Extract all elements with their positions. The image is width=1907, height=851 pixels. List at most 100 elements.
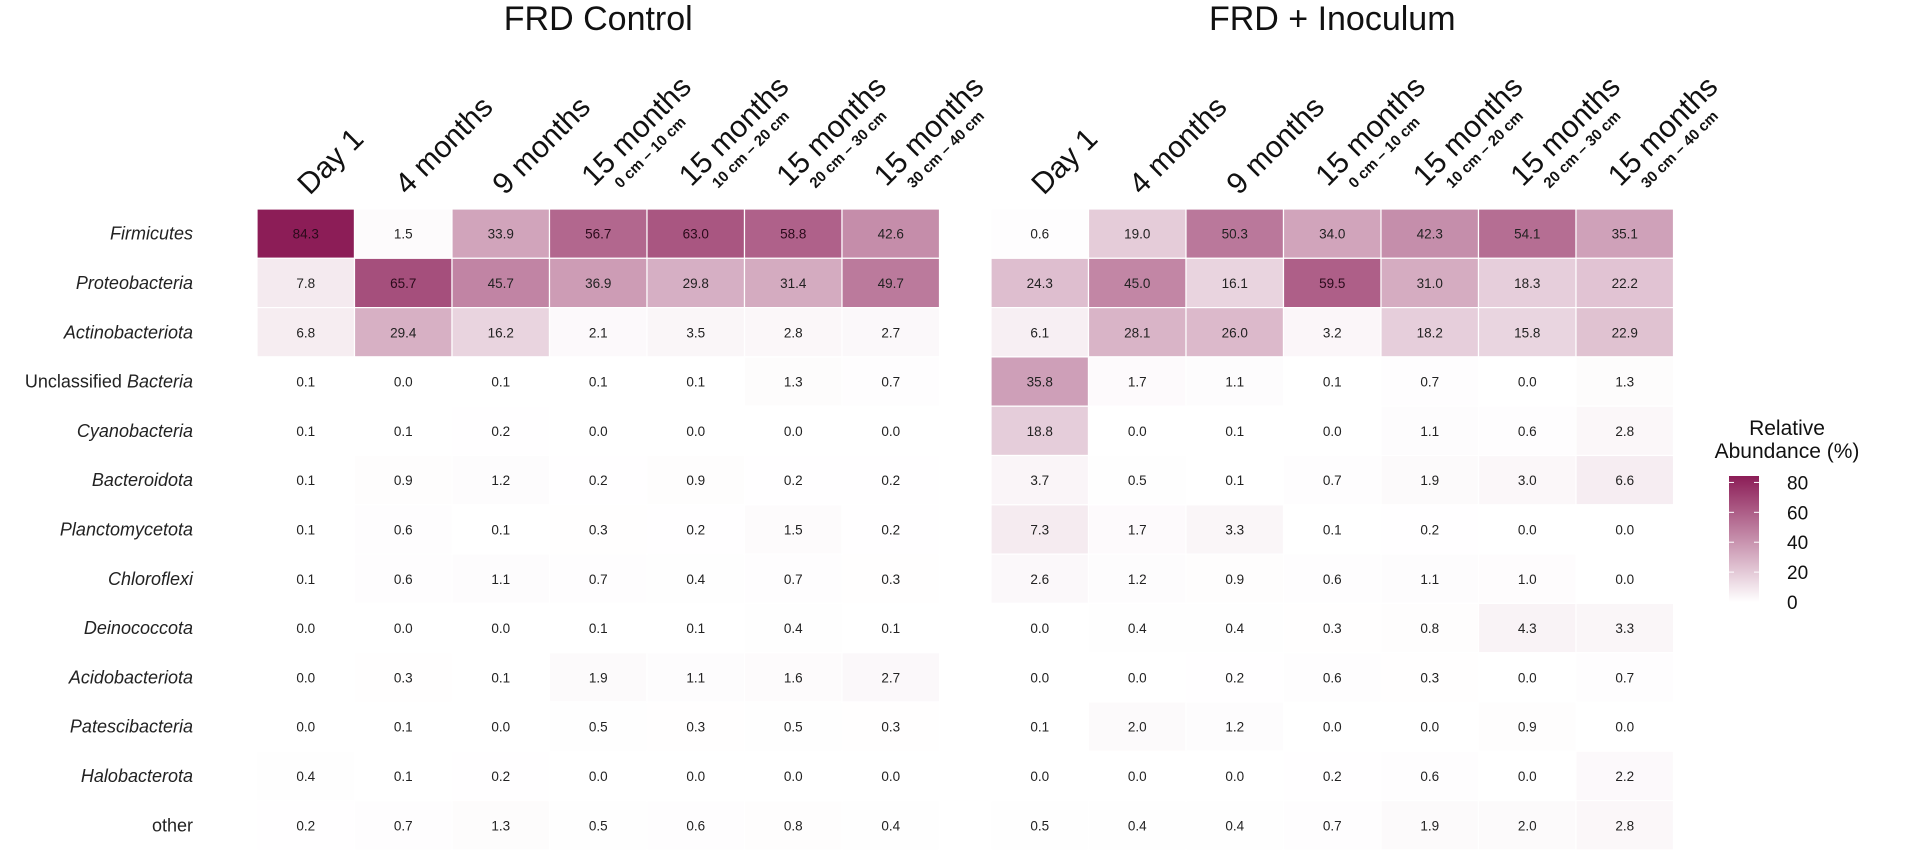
cell-value-label: 0.0 <box>1518 375 1537 390</box>
cell-value-label: 0.1 <box>394 424 413 439</box>
cell-value-label: 0.9 <box>394 473 413 488</box>
heatmap-cell <box>1282 602 1382 654</box>
heatmap-cell <box>548 257 648 309</box>
heatmap-cell <box>646 652 746 703</box>
column-label: 4 months <box>389 90 500 201</box>
row-label-actinobacteriota: Actinobacteriota <box>63 322 193 342</box>
heatmap-cell <box>1380 701 1480 752</box>
heatmap-cell <box>1575 652 1675 703</box>
cell-value-label: 0.2 <box>491 769 510 784</box>
cell-value-label: 0.0 <box>1615 720 1634 735</box>
cell-value-label: 54.1 <box>1514 227 1540 242</box>
cell-value-label: 0.0 <box>1323 720 1342 735</box>
cell-value-label: 0.1 <box>296 522 315 537</box>
heatmap-cell <box>1575 750 1675 802</box>
legend-tick-label: 80 <box>1787 473 1808 494</box>
column-label: 9 months <box>1220 90 1331 201</box>
heatmap-cell <box>1477 750 1577 802</box>
heatmap-cell <box>841 799 941 851</box>
heatmap-cell <box>1282 701 1382 752</box>
heatmap-cell <box>990 504 1090 555</box>
cell-value-label: 18.8 <box>1027 424 1053 439</box>
heatmap-cell <box>841 504 941 555</box>
heatmap-cell <box>451 257 551 309</box>
cell-value-label: 0.1 <box>1323 375 1342 390</box>
heatmap-cell <box>841 208 941 259</box>
cell-value-label: 16.1 <box>1222 276 1248 291</box>
row-label-unclassified-bacteria: Unclassified Bacteria <box>25 372 193 392</box>
color-legend: Relative Abundance (%) 80 60 40 20 0 <box>1715 417 1860 614</box>
cell-value-label: 0.7 <box>1420 375 1439 390</box>
cell-value-label: 0.1 <box>686 621 705 636</box>
cell-value-label: 0.2 <box>881 522 900 537</box>
row-labels: Firmicutes Proteobacteria Actinobacteriota… <box>25 224 194 836</box>
heatmap-cell <box>1282 504 1382 555</box>
cell-value-label: 18.2 <box>1417 325 1443 340</box>
heatmap-cell <box>990 701 1090 752</box>
column-label: Day 1 <box>1025 122 1104 201</box>
heatmap-cell <box>1575 799 1675 851</box>
heatmap-cell <box>646 701 746 752</box>
cell-value-label: 0.7 <box>1323 473 1342 488</box>
heatmap-cell <box>990 799 1090 851</box>
cell-value-label: 0.0 <box>1225 769 1244 784</box>
cell-value-label: 0.0 <box>1615 572 1634 587</box>
heatmap-cell <box>1477 701 1577 752</box>
cell-value-label: 15.8 <box>1514 325 1540 340</box>
cell-value-label: 0.4 <box>881 818 900 833</box>
heatmap-cell <box>1087 799 1187 851</box>
heatmap-cell <box>743 799 843 851</box>
heatmap-cell <box>256 799 356 851</box>
heatmap-cell <box>743 257 843 309</box>
cell-value-label: 0.1 <box>686 375 705 390</box>
cell-value-label: 1.7 <box>1128 375 1147 390</box>
cell-value-label: 2.7 <box>881 670 900 685</box>
cell-value-label: 0.2 <box>1323 769 1342 784</box>
heatmap-cell <box>1087 750 1187 802</box>
cell-value-label: 0.7 <box>1615 670 1634 685</box>
cell-value-label: 0.0 <box>296 621 315 636</box>
heatmap-cell <box>1380 356 1480 407</box>
heatmap-cell <box>1087 701 1187 752</box>
heatmap-cell <box>256 504 356 555</box>
cell-value-label: 0.9 <box>1225 572 1244 587</box>
cell-value-label: 2.8 <box>784 325 803 340</box>
panel-title: FRD Control <box>504 0 693 38</box>
heatmap-cell <box>841 553 941 604</box>
cell-value-label: 0.2 <box>491 424 510 439</box>
cell-value-label: 0.1 <box>589 375 608 390</box>
cell-value-label: 0.2 <box>784 473 803 488</box>
cell-value-label: 0.6 <box>686 818 705 833</box>
cell-value-label: 0.3 <box>589 522 608 537</box>
cell-value-label: 0.0 <box>589 424 608 439</box>
heatmap-cell <box>646 504 746 555</box>
heatmap-cell <box>353 405 453 457</box>
row-label-chloroflexi: Chloroflexi <box>108 569 194 589</box>
cell-value-label: 0.3 <box>1420 670 1439 685</box>
row-label-firmicutes: Firmicutes <box>110 224 193 244</box>
cell-value-label: 0.5 <box>784 720 803 735</box>
heatmap-cell <box>990 652 1090 703</box>
cell-value-label: 26.0 <box>1222 325 1248 340</box>
heatmap-cell <box>548 504 648 555</box>
cell-value-label: 58.8 <box>780 227 806 242</box>
row-label-bacteroidota: Bacteroidota <box>92 470 193 490</box>
cell-value-label: 1.1 <box>686 670 705 685</box>
cell-value-label: 0.1 <box>296 572 315 587</box>
cell-value-label: 1.5 <box>394 227 413 242</box>
heatmap-cell <box>841 307 941 358</box>
legend-title-line-2: Abundance (%) <box>1715 440 1860 463</box>
cell-value-label: 0.6 <box>394 522 413 537</box>
cell-value-label: 35.8 <box>1027 375 1053 390</box>
heatmap-cell <box>1282 799 1382 851</box>
cell-value-label: 45.0 <box>1124 276 1150 291</box>
cell-value-label: 42.6 <box>878 227 904 242</box>
cell-value-label: 1.6 <box>784 670 803 685</box>
cell-value-label: 0.0 <box>1518 670 1537 685</box>
cell-value-label: 0.1 <box>589 621 608 636</box>
cell-value-label: 0.3 <box>686 720 705 735</box>
column-label-main: 4 months <box>389 90 500 201</box>
cell-value-label: 1.5 <box>784 522 803 537</box>
